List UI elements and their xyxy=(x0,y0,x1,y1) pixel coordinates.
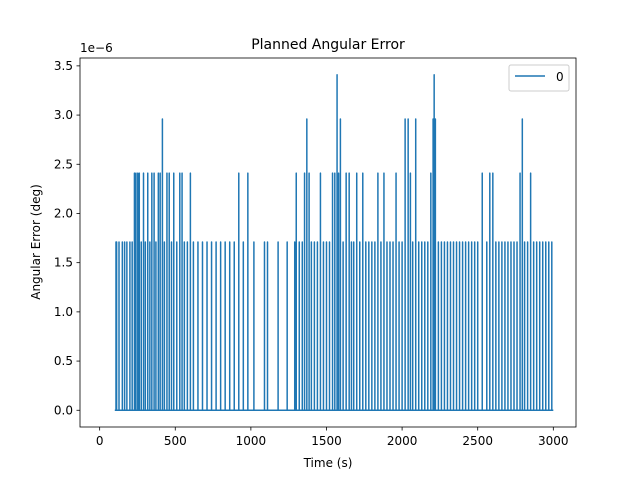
x-tick-label: 2500 xyxy=(462,434,493,448)
y-axis: 0.0 0.5 1.0 1.5 2.0 2.5 3.0 3.5 xyxy=(54,59,80,417)
legend-box xyxy=(508,64,570,92)
y-tick-label: 2.5 xyxy=(54,157,73,171)
legend-label: 0 xyxy=(556,70,564,84)
series-line-0 xyxy=(114,73,554,412)
x-tick-label: 500 xyxy=(164,434,187,448)
chart-title: Planned Angular Error xyxy=(251,37,405,53)
axes-frame xyxy=(79,57,577,428)
legend: 0 xyxy=(508,64,570,92)
y-tick-label: 2.0 xyxy=(54,206,73,220)
y-offset-label: 1e−6 xyxy=(80,41,113,55)
x-axis-title: Time (s) xyxy=(303,456,353,470)
y-tick-label: 3.5 xyxy=(54,59,73,73)
y-tick-label: 1.5 xyxy=(54,256,73,270)
x-tick-label: 0 xyxy=(96,434,104,448)
x-tick-label: 2000 xyxy=(387,434,418,448)
y-tick-label: 3.0 xyxy=(54,108,73,122)
y-tick-label: 0.0 xyxy=(54,403,73,417)
x-tick-label: 1500 xyxy=(311,434,342,448)
plot-area xyxy=(114,73,554,412)
y-axis-title: Angular Error (deg) xyxy=(29,184,43,300)
y-tick-label: 0.5 xyxy=(54,354,73,368)
x-tick-label: 3000 xyxy=(538,434,569,448)
x-axis: 0 500 1000 1500 2000 2500 3000 xyxy=(96,427,569,448)
x-tick-label: 1000 xyxy=(236,434,267,448)
y-tick-label: 1.0 xyxy=(54,305,73,319)
